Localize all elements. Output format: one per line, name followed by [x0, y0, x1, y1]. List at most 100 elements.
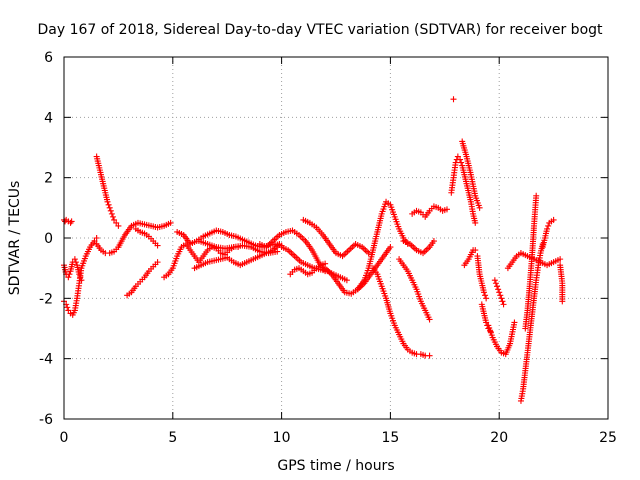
data-point: [154, 259, 161, 266]
data-point: [106, 204, 113, 211]
data-point: [387, 244, 394, 251]
tick-label-layer: 0 5 10 15 20 25 -6 -4 -2 0 2 4 6: [39, 50, 617, 446]
series-arc-23: [448, 153, 479, 226]
series-arc-18: [354, 198, 411, 293]
x-tick-label: 15: [381, 430, 399, 446]
series-arc-31: [517, 241, 546, 404]
series-arc-15: [287, 260, 329, 278]
data-point: [443, 206, 450, 213]
series-arc-25: [450, 96, 457, 103]
data-point: [452, 159, 459, 166]
data-point: [496, 289, 503, 296]
data-point: [105, 201, 112, 208]
data-point: [472, 247, 479, 254]
plot-frame: [63, 56, 609, 420]
data-point: [107, 207, 114, 214]
data-point: [550, 216, 557, 223]
y-tick-label: -2: [39, 291, 53, 307]
data-point: [457, 156, 464, 163]
data-point: [544, 225, 551, 232]
data-point: [109, 213, 116, 220]
data-point: [430, 238, 437, 245]
y-tick-label: 0: [44, 231, 53, 247]
series-arc-34: [517, 250, 564, 269]
data-point: [450, 96, 457, 103]
data-point: [66, 271, 73, 278]
data-point: [108, 210, 115, 217]
series-arc-21: [400, 238, 437, 257]
series-arc-28: [478, 301, 494, 335]
data-point: [559, 298, 566, 305]
data-point: [533, 192, 540, 199]
series-arc-20: [396, 256, 433, 323]
data-point: [111, 216, 118, 223]
data-point: [472, 219, 479, 226]
y-axis-title: SDTVAR / TECUs: [7, 181, 23, 296]
series-arc-12: [195, 238, 281, 257]
data-point: [276, 241, 283, 248]
data-point: [482, 292, 489, 299]
data-point: [76, 271, 83, 278]
series-arc-22: [409, 203, 450, 220]
series-arc-3: [61, 256, 85, 284]
data-point: [495, 286, 502, 293]
data-point: [93, 235, 100, 241]
series-arc-24: [459, 138, 483, 211]
data-point: [426, 316, 433, 323]
x-tick-label: 10: [273, 430, 291, 446]
data-point: [426, 352, 433, 359]
series-arc-29: [485, 319, 518, 358]
data-point: [104, 198, 111, 205]
data-point: [72, 259, 79, 266]
data-point: [480, 289, 487, 296]
y-tick-label: 2: [44, 171, 53, 187]
data-mark-layer: [61, 96, 566, 404]
data-point: [65, 274, 72, 281]
y-tick-label: 4: [44, 110, 53, 126]
data-point: [274, 248, 281, 255]
data-point: [497, 292, 504, 299]
grid-layer: [64, 57, 608, 419]
data-point: [77, 274, 84, 281]
data-point: [91, 238, 98, 245]
data-point: [68, 218, 75, 225]
data-point: [154, 242, 161, 249]
data-point: [494, 283, 501, 290]
x-tick-label: 5: [168, 430, 177, 446]
data-point: [365, 250, 372, 257]
data-point: [498, 295, 505, 302]
series-arc-26: [461, 247, 479, 269]
y-tick-label: 6: [44, 50, 53, 66]
series-arc-35: [539, 216, 557, 251]
data-point: [64, 304, 71, 311]
data-point: [492, 280, 499, 287]
data-point: [476, 204, 483, 211]
data-point: [557, 256, 564, 263]
series-arc-19: [369, 265, 433, 359]
data-point: [500, 301, 507, 308]
data-point: [113, 219, 120, 226]
series-arc-30: [491, 277, 507, 308]
series-arc-4: [93, 153, 122, 229]
data-point: [483, 295, 490, 302]
y-tick-label: -6: [39, 412, 53, 428]
series-arc-2: [61, 216, 75, 226]
chart-title: Day 167 of 2018, Sidereal Day-to-day VTE…: [37, 22, 603, 38]
data-point: [491, 277, 498, 284]
x-axis-title: GPS time / hours: [277, 458, 394, 474]
data-point: [71, 256, 78, 263]
data-point: [454, 153, 461, 160]
x-tick-label: 25: [599, 430, 617, 446]
series-arc-6: [115, 219, 174, 251]
series-arc-8: [132, 225, 161, 249]
series-arc-27: [474, 253, 490, 302]
series-arc-16: [300, 216, 372, 260]
series-arc-17: [322, 244, 394, 297]
data-point: [65, 307, 72, 314]
series-arc-36: [557, 262, 566, 305]
data-point: [545, 222, 552, 229]
data-point: [483, 319, 490, 326]
data-point: [499, 298, 506, 305]
